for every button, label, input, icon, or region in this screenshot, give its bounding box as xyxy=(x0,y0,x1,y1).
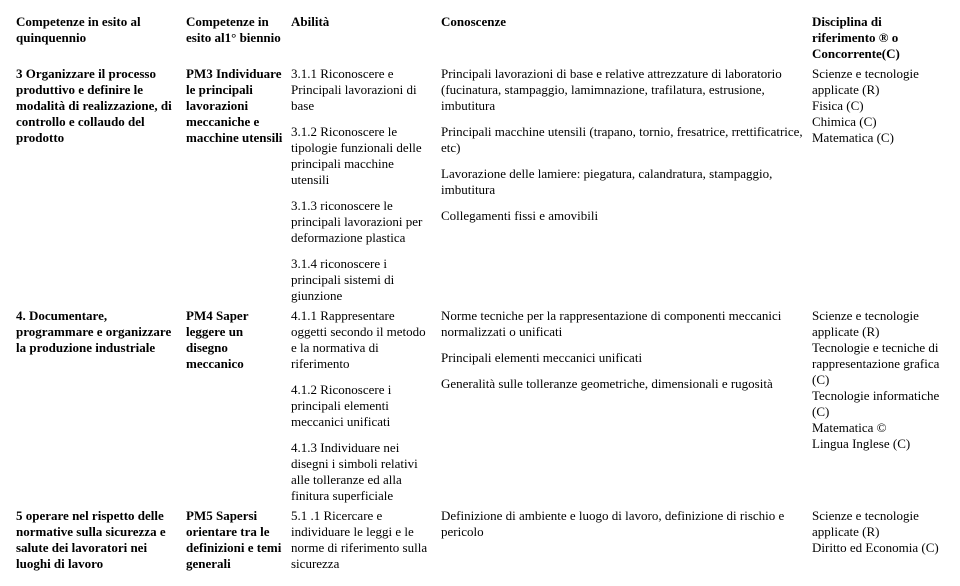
conoscenze-item: Lavorazione delle lamiere: piegatura, ca… xyxy=(441,166,804,198)
abilita-item: 4.1.1 Rappresentare oggetti secondo il m… xyxy=(291,308,433,372)
disc-item: Tecnologie e tecniche di rappresentazion… xyxy=(812,340,939,387)
pm-code: PM3 xyxy=(186,66,213,81)
conoscenze-item: Generalità sulle tolleranze geometriche,… xyxy=(441,376,804,392)
table-row: 3 Organizzare il processo produttivo e d… xyxy=(12,64,948,306)
cell-quinquennio: 4. Documentare, programmare e organizzar… xyxy=(12,306,182,506)
disc-item: Matematica © xyxy=(812,420,886,435)
table-row: 5 operare nel rispetto delle normative s… xyxy=(12,506,948,574)
cell-conoscenze: Definizione di ambiente e luogo di lavor… xyxy=(437,506,808,574)
header-c2: Competenze in esito al1° biennio xyxy=(182,12,287,64)
conoscenze-item: Definizione di ambiente e luogo di lavor… xyxy=(441,508,804,540)
disc-item: Scienze e tecnologie applicate (R) xyxy=(812,66,919,97)
table-row: 4. Documentare, programmare e organizzar… xyxy=(12,306,948,506)
abilita-item: 4.1.2 Riconoscere i principali elementi … xyxy=(291,382,433,430)
conoscenze-item: Principali lavorazioni di base e relativ… xyxy=(441,66,804,114)
cell-conoscenze: Norme tecniche per la rappresentazione d… xyxy=(437,306,808,506)
cell-abilita: 3.1.1 Riconoscere e Principali lavorazio… xyxy=(287,64,437,306)
cell-disciplina: Scienze e tecnologie applicate (R) Fisic… xyxy=(808,64,948,306)
abilita-item: 3.1.4 riconoscere i principali sistemi d… xyxy=(291,256,433,304)
header-row: Competenze in esito al quinquennio Compe… xyxy=(12,12,948,64)
disc-item: Matematica (C) xyxy=(812,130,894,145)
pm-code: PM4 xyxy=(186,308,213,323)
abilita-item: 3.1.1 Riconoscere e Principali lavorazio… xyxy=(291,66,433,114)
header-c5: Disciplina di riferimento ® o Concorrent… xyxy=(808,12,948,64)
cell-quinquennio: 3 Organizzare il processo produttivo e d… xyxy=(12,64,182,306)
conoscenze-item: Principali elementi meccanici unificati xyxy=(441,350,804,366)
cell-disciplina: Scienze e tecnologie applicate (R) Dirit… xyxy=(808,506,948,574)
disc-item: Scienze e tecnologie applicate (R) xyxy=(812,308,919,339)
conoscenze-item: Norme tecniche per la rappresentazione d… xyxy=(441,308,804,340)
header-c3: Abilità xyxy=(287,12,437,64)
cell-disciplina: Scienze e tecnologie applicate (R) Tecno… xyxy=(808,306,948,506)
disc-item: Scienze e tecnologie applicate (R) xyxy=(812,508,919,539)
competencies-table: Competenze in esito al quinquennio Compe… xyxy=(12,12,948,574)
disc-item: Chimica (C) xyxy=(812,114,877,129)
cell-biennio: PM4 Saper leggere un disegno meccanico xyxy=(182,306,287,506)
cell-biennio: PM5 Sapersi orientare tra le definizioni… xyxy=(182,506,287,574)
conoscenze-item: Collegamenti fissi e amovibili xyxy=(441,208,804,224)
cell-conoscenze: Principali lavorazioni di base e relativ… xyxy=(437,64,808,306)
cell-biennio: PM3 Individuare le principali lavorazion… xyxy=(182,64,287,306)
cell-abilita: 5.1 .1 Ricercare e individuare le leggi … xyxy=(287,506,437,574)
header-c4: Conoscenze xyxy=(437,12,808,64)
header-c1: Competenze in esito al quinquennio xyxy=(12,12,182,64)
disc-item: Diritto ed Economia (C) xyxy=(812,540,939,555)
disc-item: Lingua Inglese (C) xyxy=(812,436,910,451)
cell-abilita: 4.1.1 Rappresentare oggetti secondo il m… xyxy=(287,306,437,506)
abilita-item: 3.1.2 Riconoscere le tipologie funzional… xyxy=(291,124,433,188)
conoscenze-item: Principali macchine utensili (trapano, t… xyxy=(441,124,804,156)
abilita-item: 3.1.3 riconoscere le principali lavorazi… xyxy=(291,198,433,246)
cell-quinquennio: 5 operare nel rispetto delle normative s… xyxy=(12,506,182,574)
disc-item: Fisica (C) xyxy=(812,98,864,113)
abilita-item: 4.1.3 Individuare nei disegni i simboli … xyxy=(291,440,433,504)
pm-code: PM5 xyxy=(186,508,213,523)
disc-item: Tecnologie informatiche (C) xyxy=(812,388,939,419)
